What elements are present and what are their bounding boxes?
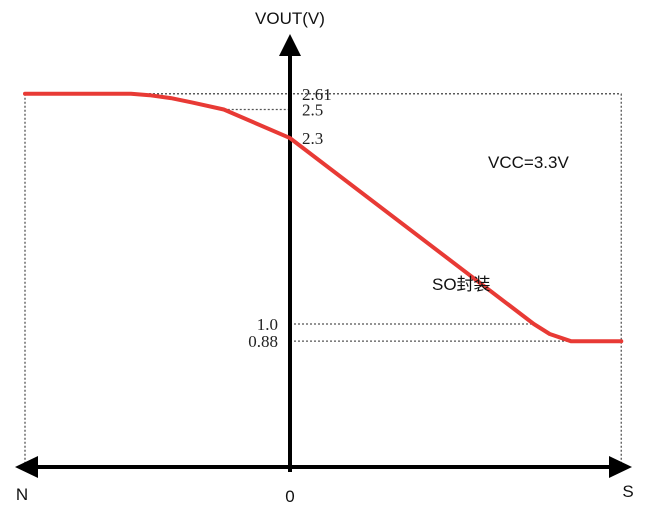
y-tick-label: 2.3 — [302, 129, 323, 148]
vcc-annotation: VCC=3.3V — [488, 153, 569, 172]
y-axis-label: VOUT(V) — [255, 9, 325, 28]
y-tick-label: 0.88 — [248, 332, 278, 351]
y-tick-label: 2.61 — [302, 85, 332, 104]
x-axis-left-arrowhead — [15, 456, 38, 478]
x-origin-label: 0 — [285, 487, 294, 506]
y-axis-arrowhead — [279, 34, 301, 56]
x-positive-label: S — [622, 482, 633, 501]
y-tick-labels: 2.612.5 2.3 1.00.88 — [248, 85, 332, 351]
x-axis-right-arrowhead — [609, 456, 632, 478]
y-tick-label: 1.0 — [257, 315, 278, 334]
x-negative-label: N — [16, 485, 28, 504]
series-label-so: SO封装 — [432, 275, 491, 294]
guides-layer — [24, 93, 622, 467]
series-line-so — [23, 91, 624, 344]
y-tick-label: 2.5 — [302, 101, 323, 120]
